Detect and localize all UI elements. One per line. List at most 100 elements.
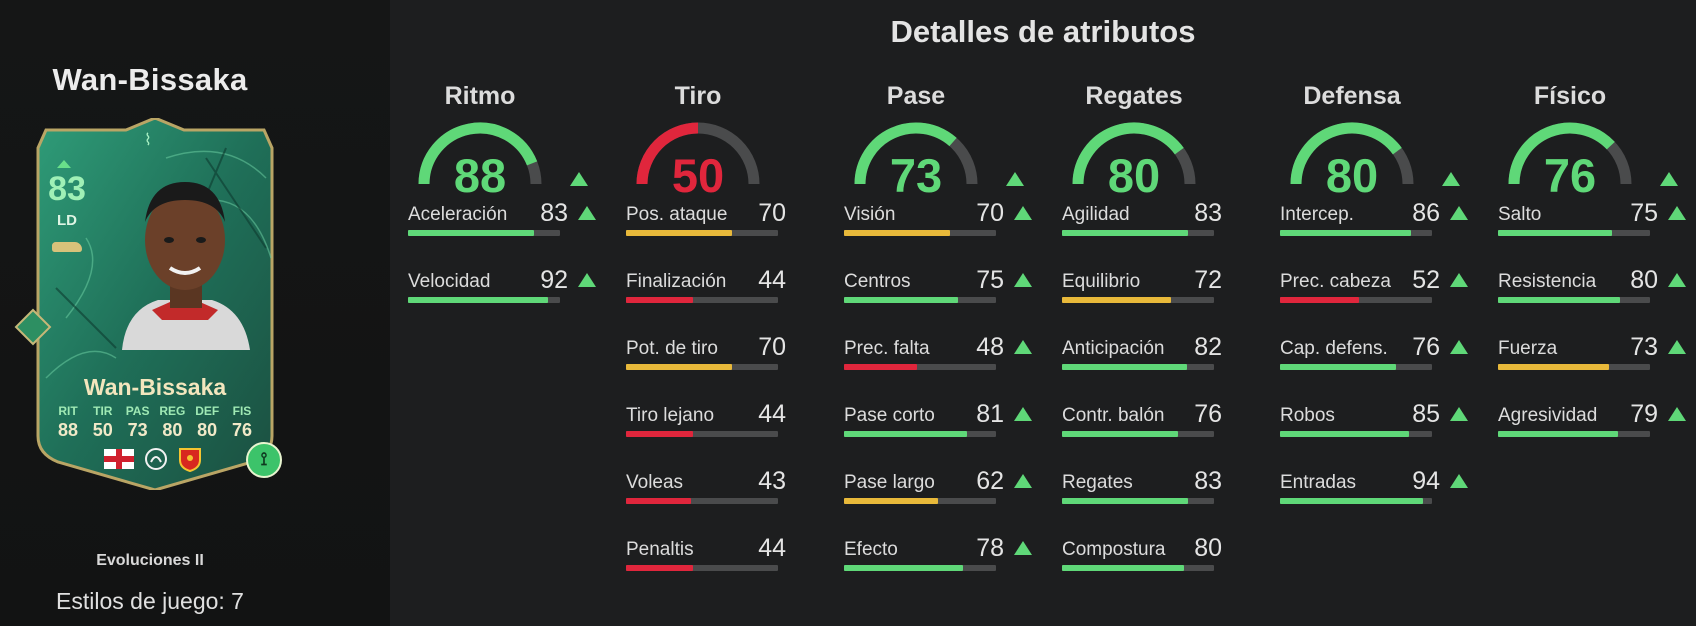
attribute-bar-fill — [1498, 297, 1620, 303]
attribute-bar — [1280, 364, 1432, 370]
upgrade-arrow-icon — [1450, 340, 1468, 354]
attribute-bar-fill — [1498, 431, 1619, 437]
attribute-row: Visión 70 — [844, 198, 1032, 265]
upgrade-arrow-icon — [1450, 407, 1468, 421]
attribute-bar-fill — [626, 565, 693, 571]
attribute-bar — [844, 431, 996, 437]
manchester-united-crest-icon — [179, 448, 201, 472]
category-value: 80 — [1107, 149, 1161, 202]
attribute-value: 80 — [1630, 266, 1658, 294]
attribute-bar-fill — [1062, 297, 1172, 303]
gauge-arc — [1072, 122, 1196, 185]
attribute-name: Anticipación — [1062, 338, 1165, 359]
attribute-bar-fill — [408, 230, 535, 236]
playstyles-count[interactable]: Estilos de juego: 7 — [56, 588, 244, 614]
attribute-row: Prec. falta 48 — [844, 332, 1032, 399]
attribute-row: Efecto 78 — [844, 533, 1032, 600]
upgrade-arrow-icon — [1668, 206, 1686, 220]
category-column: Pase 73 Visión 70 Centros 75 Prec. falta 48 Pase… — [844, 82, 1032, 600]
attribute-value: 70 — [758, 199, 786, 227]
attribute-value: 72 — [1194, 266, 1222, 294]
category-gauge: 50 — [626, 116, 766, 202]
player-panel: Wan-Bissaka ⌇ 83 LD — [0, 0, 390, 626]
upgrade-arrow-icon — [1014, 541, 1032, 555]
attribute-bar-fill — [1498, 364, 1609, 370]
attribute-bar-fill — [844, 565, 963, 571]
attribute-bar-fill — [626, 297, 693, 303]
attribute-bar — [1498, 364, 1650, 370]
attribute-name: Robos — [1280, 405, 1335, 426]
gauge-arc — [636, 122, 760, 185]
attribute-name: Velocidad — [408, 271, 491, 292]
attribute-name: Entradas — [1280, 472, 1357, 493]
boot-icon — [52, 242, 82, 252]
attribute-row: Pase corto 81 — [844, 399, 1032, 466]
attribute-name: Salto — [1498, 204, 1542, 225]
attribute-value: 76 — [1412, 333, 1440, 361]
card-badges — [104, 446, 202, 472]
attribute-row: Tiro lejano 44 — [626, 399, 786, 466]
attribute-row: Contr. balón 76 — [1062, 399, 1222, 466]
category-column: Ritmo 88 Aceleración 83 Velocidad 92 — [408, 82, 596, 332]
attribute-name: Pot. de tiro — [626, 338, 718, 359]
attribute-name: Fuerza — [1498, 338, 1558, 359]
attribute-bar — [408, 297, 560, 303]
attribute-bar — [626, 297, 778, 303]
dna-icon: ⌇ — [144, 132, 152, 149]
attribute-value: 70 — [976, 199, 1004, 227]
attribute-bar-fill — [844, 297, 958, 303]
attribute-bar — [1062, 230, 1214, 236]
category-gauge: 73 — [844, 116, 1024, 202]
category-title: Defensa — [1303, 82, 1401, 110]
attribute-bar-fill — [1280, 431, 1410, 437]
gauge-fill — [1290, 122, 1402, 185]
attribute-row: Intercep. 86 — [1280, 198, 1468, 265]
attribute-bar — [1062, 431, 1214, 437]
attribute-bar — [1280, 498, 1432, 504]
attribute-bar — [1498, 297, 1650, 303]
upgrade-arrow-icon — [1442, 172, 1460, 186]
attribute-name: Regates — [1062, 472, 1133, 493]
attribute-name: Prec. cabeza — [1280, 271, 1391, 292]
attribute-bar — [1062, 565, 1214, 571]
attribute-bar-fill — [1062, 565, 1184, 571]
attribute-value: 83 — [1194, 199, 1222, 227]
attribute-row: Regates 83 — [1062, 466, 1222, 533]
attribute-value: 82 — [1194, 333, 1222, 361]
attribute-bar — [844, 498, 996, 504]
attribute-bar-fill — [626, 364, 733, 370]
attribute-value: 44 — [758, 534, 786, 562]
gauge-arc — [1508, 122, 1632, 185]
card-stat: RIT 88 — [57, 404, 79, 440]
attribute-bar — [1062, 498, 1214, 504]
attribute-bar-fill — [408, 297, 548, 303]
upgrade-arrow-icon — [1660, 172, 1678, 186]
attribute-bar-fill — [844, 498, 939, 504]
card-overall: 83 — [48, 170, 86, 208]
attribute-bar — [626, 364, 778, 370]
upgrade-arrow-icon — [1006, 172, 1024, 186]
attribute-value: 75 — [976, 266, 1004, 294]
attribute-row: Aceleración 83 — [408, 198, 596, 265]
attribute-bar — [626, 431, 778, 437]
category-value: 73 — [889, 149, 943, 202]
category-column: Tiro 50 Pos. ataque 70 Finalización 44 Pot. de… — [626, 82, 786, 600]
attribute-value: 44 — [758, 400, 786, 428]
attribute-row: Anticipación 82 — [1062, 332, 1222, 399]
card-stat: FIS 76 — [231, 404, 252, 440]
attribute-bar — [626, 230, 778, 236]
attribute-bar-fill — [844, 431, 968, 437]
attribute-name: Resistencia — [1498, 271, 1597, 292]
card-position: LD — [57, 212, 77, 229]
attribute-value: 85 — [1412, 400, 1440, 428]
attribute-value: 43 — [758, 467, 786, 495]
section-title: Detalles de atributos — [890, 14, 1196, 49]
upgrade-arrow-icon — [578, 273, 596, 287]
player-card[interactable]: ⌇ 83 LD Wan-Bissaka RIT 88 TIR 50 PAS 73 RE… — [14, 118, 284, 490]
attribute-bar-fill — [1062, 498, 1189, 504]
attribute-value: 83 — [1194, 467, 1222, 495]
attribute-row: Equilibrio 72 — [1062, 265, 1222, 332]
attribute-bar — [1280, 297, 1432, 303]
upgrade-arrow-icon — [578, 206, 596, 220]
attribute-value: 75 — [1630, 199, 1658, 227]
